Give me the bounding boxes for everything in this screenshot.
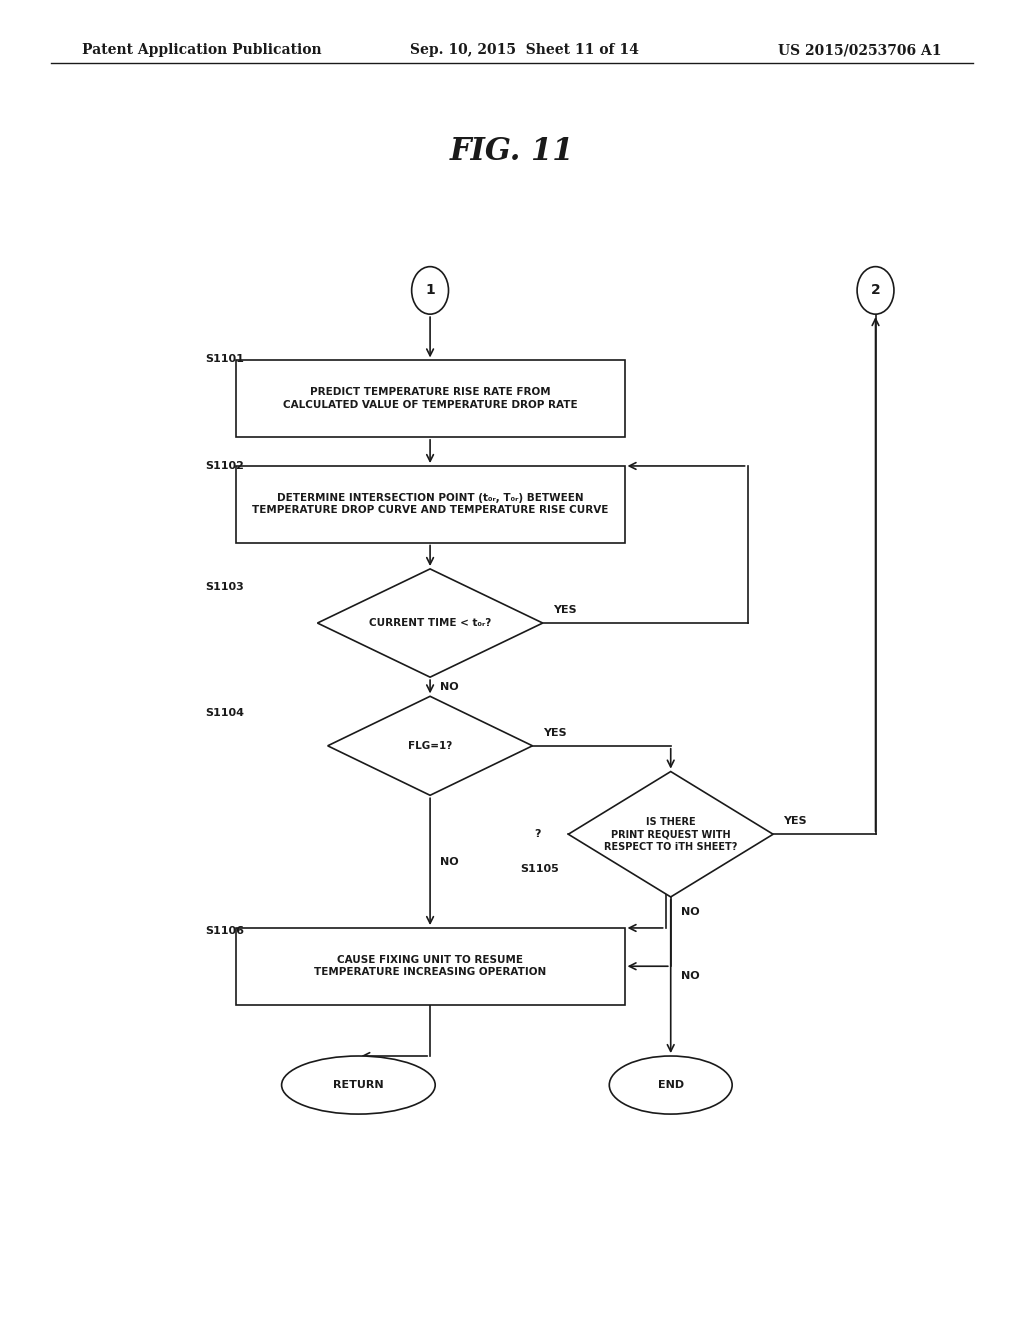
Text: YES: YES — [783, 816, 807, 826]
Polygon shape — [317, 569, 543, 677]
Text: DETERMINE INTERSECTION POINT (t₀ᵣ, T₀ᵣ) BETWEEN
TEMPERATURE DROP CURVE AND TEMPE: DETERMINE INTERSECTION POINT (t₀ᵣ, T₀ᵣ) … — [252, 494, 608, 515]
Text: IS THERE
PRINT REQUEST WITH
RESPECT TO iTH SHEET?: IS THERE PRINT REQUEST WITH RESPECT TO i… — [604, 817, 737, 851]
Text: NO: NO — [681, 907, 699, 917]
Text: NO: NO — [681, 972, 699, 982]
Text: FIG. 11: FIG. 11 — [450, 136, 574, 168]
FancyBboxPatch shape — [236, 466, 625, 543]
Text: S1102: S1102 — [205, 461, 244, 471]
Text: Sep. 10, 2015  Sheet 11 of 14: Sep. 10, 2015 Sheet 11 of 14 — [410, 44, 639, 57]
Text: CURRENT TIME < t₀ᵣ?: CURRENT TIME < t₀ᵣ? — [369, 618, 492, 628]
Text: FLG=1?: FLG=1? — [408, 741, 453, 751]
Text: 2: 2 — [870, 284, 881, 297]
Circle shape — [412, 267, 449, 314]
Ellipse shape — [609, 1056, 732, 1114]
Text: CAUSE FIXING UNIT TO RESUME
TEMPERATURE INCREASING OPERATION: CAUSE FIXING UNIT TO RESUME TEMPERATURE … — [314, 956, 546, 977]
Text: S1103: S1103 — [205, 582, 244, 593]
Text: S1106: S1106 — [205, 925, 244, 936]
FancyBboxPatch shape — [236, 928, 625, 1005]
Text: RETURN: RETURN — [333, 1080, 384, 1090]
Text: Patent Application Publication: Patent Application Publication — [82, 44, 322, 57]
Text: YES: YES — [553, 605, 577, 615]
Text: YES: YES — [543, 727, 566, 738]
Text: S1104: S1104 — [205, 708, 244, 718]
Text: ?: ? — [535, 829, 541, 840]
Text: END: END — [657, 1080, 684, 1090]
Ellipse shape — [282, 1056, 435, 1114]
Polygon shape — [568, 771, 773, 898]
Text: 1: 1 — [425, 284, 435, 297]
Text: PREDICT TEMPERATURE RISE RATE FROM
CALCULATED VALUE OF TEMPERATURE DROP RATE: PREDICT TEMPERATURE RISE RATE FROM CALCU… — [283, 388, 578, 409]
Text: S1105: S1105 — [520, 863, 559, 874]
Text: US 2015/0253706 A1: US 2015/0253706 A1 — [778, 44, 942, 57]
Text: S1101: S1101 — [205, 354, 244, 364]
Text: NO: NO — [440, 681, 459, 692]
Circle shape — [857, 267, 894, 314]
Text: NO: NO — [440, 857, 459, 867]
FancyBboxPatch shape — [236, 360, 625, 437]
Polygon shape — [328, 697, 532, 795]
